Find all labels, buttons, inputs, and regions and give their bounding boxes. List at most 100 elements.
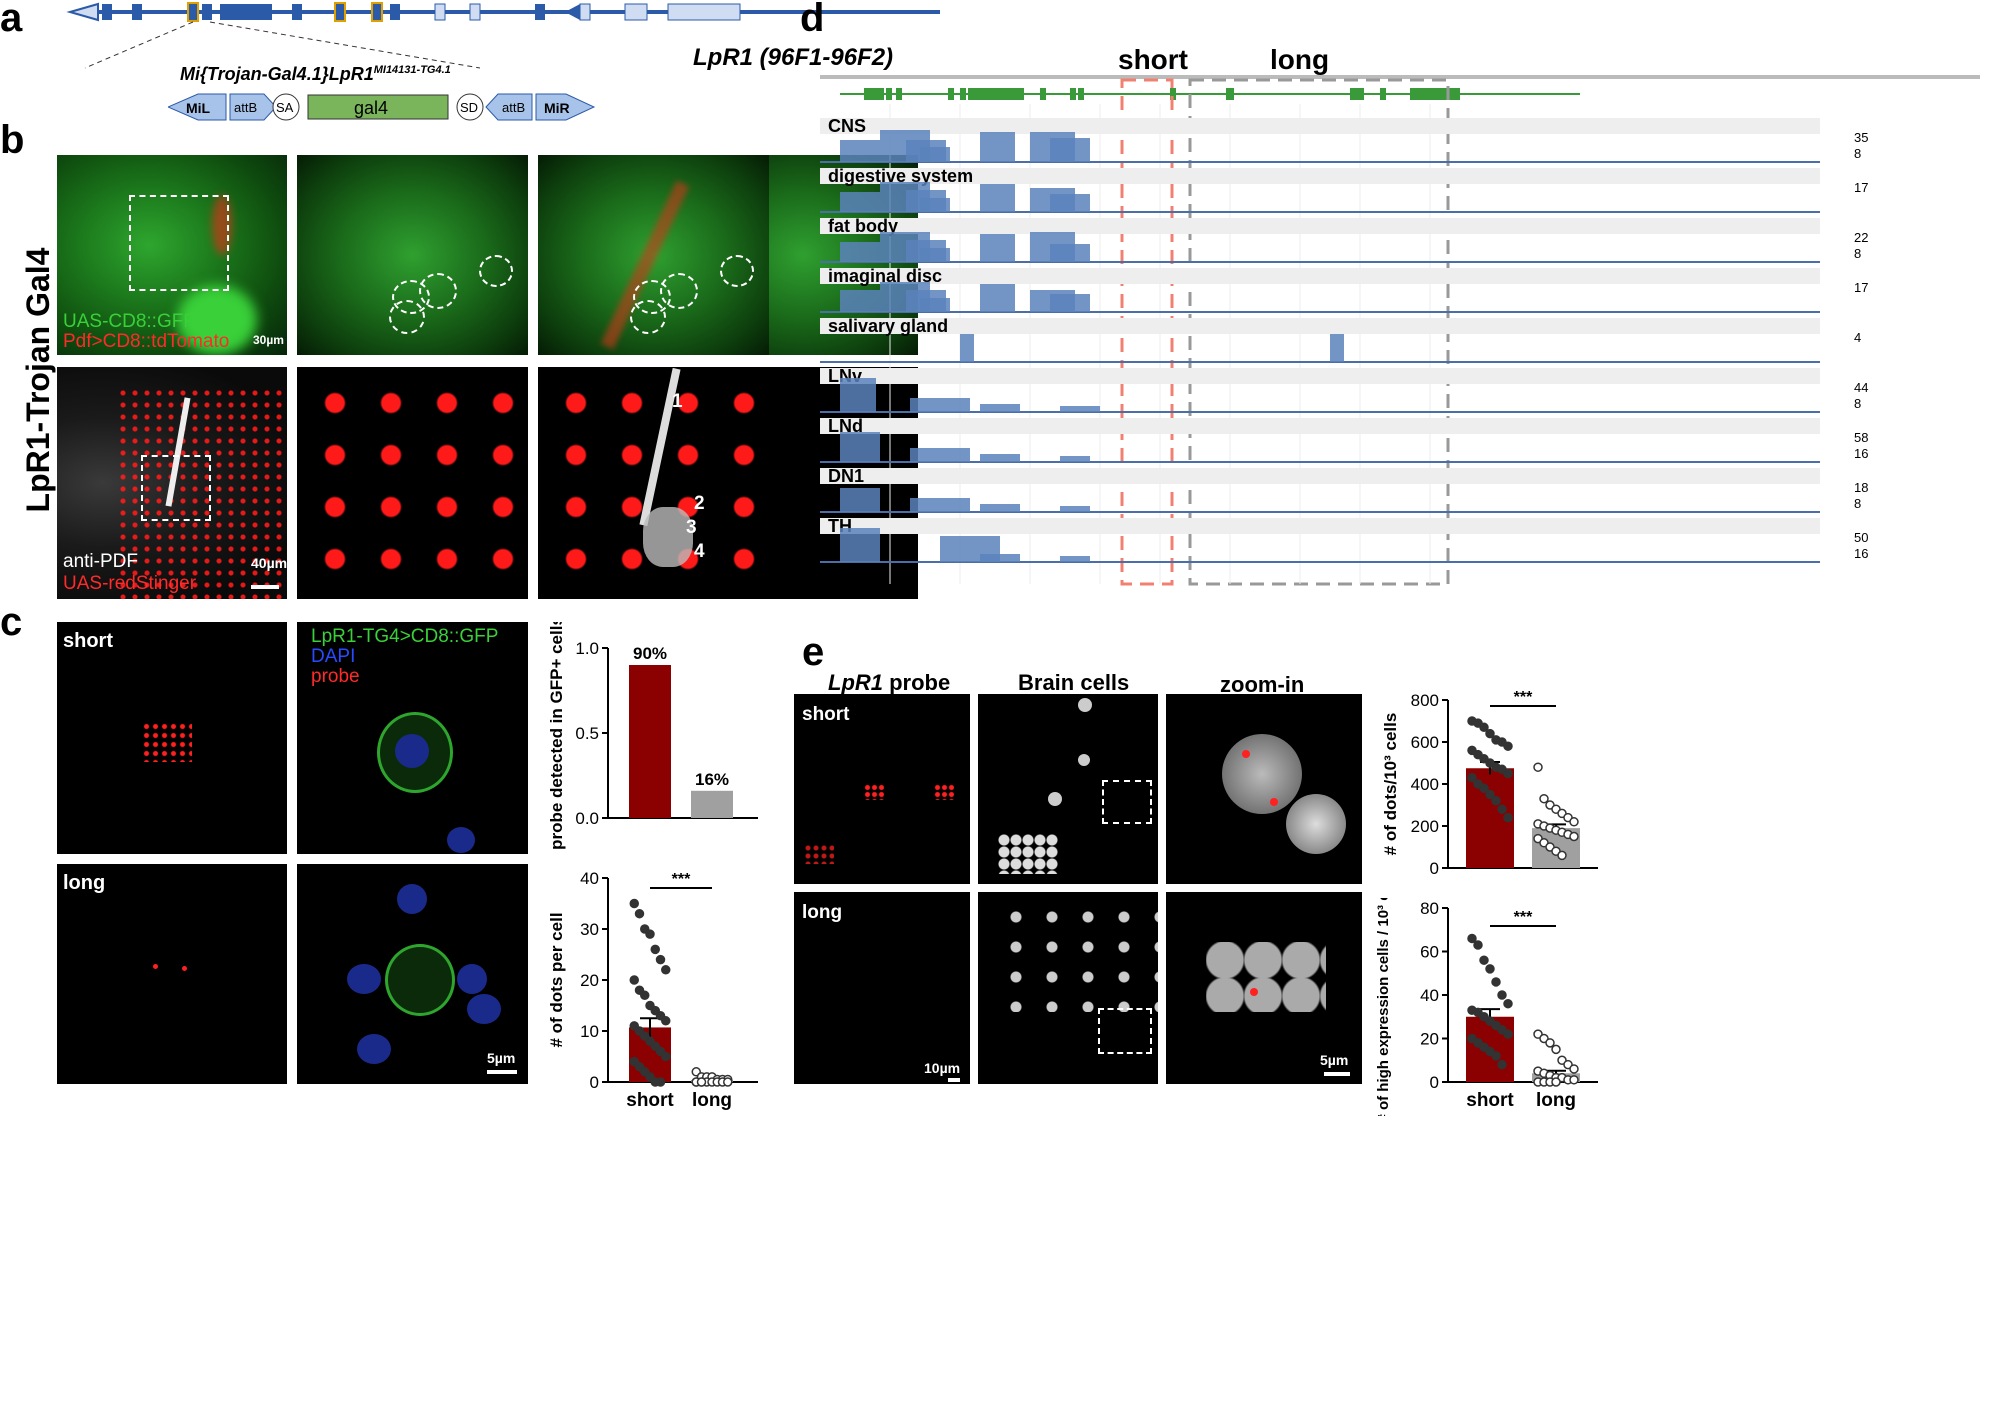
coverage-peak [920,198,950,212]
c-legend-gfp: LpR1-TG4>CD8::GFP [311,626,499,647]
insert-name: Mi{Trojan-Gal4.1}LpR1MI14131-TG4.1 [180,64,451,85]
coverage-peak [920,147,950,162]
track-header [820,168,1820,184]
coverage-peak [1060,506,1090,512]
coverage-peak [1060,556,1090,562]
track-max: 50 [1854,530,1868,545]
significance-label: *** [672,871,691,888]
data-point [1479,955,1489,965]
e-col1-title-gene: LpR1 [828,670,883,695]
track-name: CNS [828,116,866,136]
data-point [1467,933,1477,944]
micro-c-long-merge: 5µm [297,864,528,1084]
track-name: fat body [828,216,898,236]
coverage-peak [840,290,880,312]
exon [1380,88,1386,100]
data-point [1467,772,1477,783]
bar-long [691,790,733,818]
y-axis-label: # of dots/10³ cells [1381,713,1400,856]
track-max: 35 [1854,130,1868,145]
d-title-short: short [1118,44,1188,75]
y-tick-label: 0.5 [575,724,599,743]
y-tick-label: 0 [1430,1073,1439,1092]
micro-b-top-2 [297,155,528,355]
data-point [661,1016,671,1026]
data-point [1473,940,1483,950]
data-point [1497,804,1507,814]
data-point [655,1077,666,1087]
data-point [1485,964,1495,974]
data-point [655,954,666,965]
coverage-peak [980,132,1015,162]
micro-c-long-probe: long [57,864,287,1084]
c-legend-dapi: DAPI [311,646,356,667]
x-tick-label: long [1536,1090,1576,1111]
data-point [696,1077,707,1087]
coverage-peak [980,404,1020,412]
x-tick-label: short [1466,1090,1514,1111]
exon [1040,88,1046,100]
coverage-peak [1050,244,1090,262]
track-header [820,368,1820,384]
track-header [820,268,1820,284]
track-header [820,418,1820,434]
coverage-peak [1330,334,1344,362]
micro-c-short-probe: short [57,622,287,854]
data-point [1479,722,1489,733]
coverage-peak [980,184,1015,212]
data-point [1497,990,1507,1000]
track-min: 16 [1854,446,1868,461]
track-header [820,318,1820,334]
data-point [634,908,645,919]
coverage-peak [980,454,1020,462]
track-min: 8 [1854,396,1861,411]
exon [1410,88,1460,100]
data-point [1557,850,1567,861]
exon [968,88,1020,100]
micro-e-long-zoom: 5µm [1166,892,1362,1084]
coverage-peak [980,554,1020,562]
exon [1018,88,1024,100]
chart-e-top: 0 200 400 600 800 # of dots/10³ cells *** [1381,690,1598,878]
e-scale-left: 10µm [924,1060,961,1076]
legend-gfp: UAS-CD8::GFP [63,311,197,332]
c-row-label-short: short [63,630,113,652]
insert-name-main: Mi{Trojan-Gal4.1}LpR1 [180,64,374,84]
insert-name-sup: MI14131-TG4.1 [373,64,451,76]
coverage-peak [840,242,880,262]
chart-c-top: 0.0 0.5 1.0 probe detected in GFP+ cells 90%… [547,622,758,850]
e-col3-title: zoom-in [1220,672,1305,697]
coverage-peak [840,140,880,162]
element-gal4: gal4 [354,98,388,118]
element-sd: SD [460,100,478,115]
exon [864,88,884,100]
data-point [1569,831,1579,842]
track-max: 44 [1854,380,1868,395]
data-point [661,965,671,975]
data-point [1503,1029,1513,1039]
c-legend-probe: probe [311,666,360,687]
track-header [820,518,1820,534]
exon [960,88,966,100]
panel-label-a: a [0,0,23,40]
chart-c-bottom: 0 10 20 30 40 # of dots per cell short long *** [547,869,758,1111]
data-label: 90% [633,644,667,663]
short-region-box [1120,78,1174,586]
element-attb-2: attB [502,100,525,115]
panel-label-e: e [802,630,825,674]
track-max: 17 [1854,280,1868,295]
micro-e-short-probe: short [794,694,970,884]
coverage-peak [1050,194,1090,212]
y-tick-label: 600 [1411,733,1439,752]
track-max: 18 [1854,480,1868,495]
y-tick-label: 40 [580,869,599,888]
data-point [1533,762,1543,772]
y-axis-label: probe detected in GFP+ cells [547,622,566,850]
e-col2-title: Brain cells [1018,670,1130,695]
data-point [1545,1038,1555,1048]
track-name: digestive system [828,166,973,186]
gene-structure-diagram [66,2,940,69]
track-header [820,218,1820,234]
d-title-long: long [1270,44,1330,75]
data-point [650,944,660,955]
